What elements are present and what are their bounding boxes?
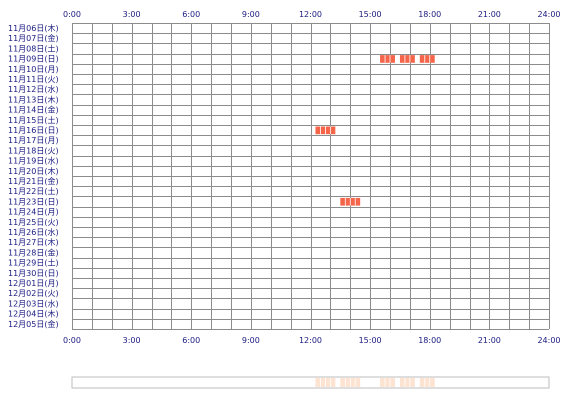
row-label: 11月21日(金) bbox=[8, 176, 59, 186]
activity-block bbox=[419, 55, 435, 63]
row-label: 11月17日(月) bbox=[8, 136, 59, 145]
row-label: 11月26日(水) bbox=[8, 227, 59, 237]
x-tick-label-top: 24:00 bbox=[537, 10, 560, 19]
row-label: 11月20日(木) bbox=[8, 166, 59, 176]
x-tick-label-top: 6:00 bbox=[182, 10, 200, 19]
x-tick-label-top: 21:00 bbox=[478, 10, 501, 19]
row-label: 11月24日(月) bbox=[8, 208, 59, 217]
x-tick-label-top: 9:00 bbox=[242, 10, 260, 19]
row-label: 12月02日(火) bbox=[8, 289, 59, 298]
x-tick-label-top: 3:00 bbox=[123, 10, 141, 19]
row-label: 11月18日(火) bbox=[8, 146, 59, 155]
row-label: 11月16日(日) bbox=[8, 126, 59, 135]
x-tick-label-top: 12:00 bbox=[299, 10, 322, 19]
row-label: 11月27日(木) bbox=[8, 237, 59, 247]
grid-lines bbox=[72, 23, 550, 330]
row-label: 11月11日(火) bbox=[8, 75, 59, 84]
row-label: 12月05日(金) bbox=[8, 319, 59, 329]
summary-strip bbox=[71, 376, 550, 389]
x-tick-label-bottom: 3:00 bbox=[123, 336, 141, 345]
x-tick-label-top: 15:00 bbox=[359, 10, 382, 19]
row-label: 11月23日(日) bbox=[8, 197, 59, 206]
row-label: 11月09日(日) bbox=[8, 55, 59, 64]
x-tick-label-bottom: 18:00 bbox=[418, 336, 441, 345]
row-label: 11月14日(金) bbox=[8, 105, 59, 115]
row-label: 11月06日(木) bbox=[8, 23, 59, 33]
x-tick-label-bottom: 15:00 bbox=[359, 336, 382, 345]
activity-block bbox=[399, 55, 415, 63]
row-label: 11月15日(土) bbox=[8, 115, 59, 125]
x-tick-label-bottom: 24:00 bbox=[537, 336, 560, 345]
row-label: 11月19日(水) bbox=[8, 156, 59, 166]
x-tick-label-bottom: 12:00 bbox=[299, 336, 322, 345]
activity-block bbox=[380, 55, 395, 63]
summary-block bbox=[399, 378, 415, 387]
row-label: 12月01日(月) bbox=[8, 279, 59, 288]
summary-block bbox=[380, 378, 395, 387]
row-label: 11月08日(土) bbox=[8, 43, 59, 53]
summary-block bbox=[419, 378, 435, 387]
row-label: 11月30日(日) bbox=[8, 269, 59, 278]
x-tick-label-bottom: 9:00 bbox=[242, 336, 260, 345]
x-tick-label-top: 0:00 bbox=[63, 10, 81, 19]
row-label: 11月25日(火) bbox=[8, 218, 59, 227]
row-label: 11月28日(金) bbox=[8, 247, 59, 257]
x-tick-label-top: 18:00 bbox=[418, 10, 441, 19]
row-label: 12月03日(水) bbox=[8, 298, 59, 308]
row-label: 11月12日(水) bbox=[8, 84, 59, 94]
x-tick-label-bottom: 6:00 bbox=[182, 336, 200, 345]
row-label: 12月04日(木) bbox=[8, 309, 59, 319]
x-tick-label-bottom: 0:00 bbox=[63, 336, 81, 345]
row-label: 11月22日(土) bbox=[8, 186, 59, 196]
x-tick-label-bottom: 21:00 bbox=[478, 336, 501, 345]
row-label: 11月10日(月) bbox=[8, 65, 59, 74]
row-label: 11月07日(金) bbox=[8, 33, 59, 43]
row-label: 11月13日(木) bbox=[8, 94, 59, 104]
row-label: 11月29日(土) bbox=[8, 258, 59, 268]
